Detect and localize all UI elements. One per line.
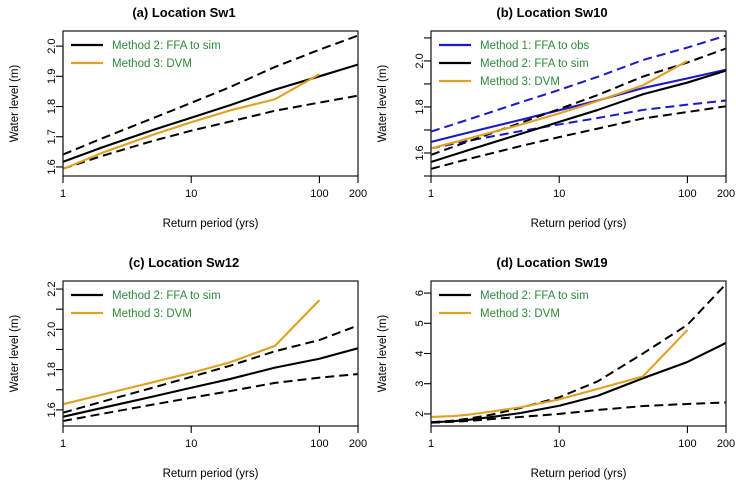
x-axis-title: Return period (yrs) <box>531 218 627 230</box>
panel-title: (d) Location Sw19 <box>496 255 607 270</box>
y-axis: 2 3 4 5 6 <box>414 290 432 417</box>
legend-label: Method 2: FFA to sim <box>112 40 221 52</box>
y-tick-label: 2 <box>414 411 426 417</box>
series-line <box>431 401 726 424</box>
y-axis-title: Water level (m) <box>377 315 389 393</box>
x-tick-label: 200 <box>717 438 735 450</box>
chart-panel-d: (d) Location Sw19 1 10 100 200 2 3 4 5 6 Return pe… <box>368 250 736 500</box>
chart-panel-a: (a) Location Sw1 1 10 100 200 1.6 1.7 1.8 1.9 2.0… <box>0 0 368 250</box>
legend: Method 2: FFA to sim Method 3: DVM <box>71 40 221 70</box>
series-group <box>63 34 358 170</box>
series-group <box>63 299 358 422</box>
legend-label: Method 2: FFA to sim <box>480 58 589 70</box>
x-axis-title: Return period (yrs) <box>163 468 259 480</box>
y-tick-label: 1.7 <box>46 129 58 144</box>
series-line <box>431 105 726 170</box>
x-axis: 1 10 100 200 <box>60 175 367 200</box>
x-axis: 1 10 100 200 <box>428 425 735 450</box>
x-tick-label: 100 <box>678 438 696 450</box>
panel-title: (a) Location Sw1 <box>132 5 235 20</box>
x-tick-label: 10 <box>185 188 197 200</box>
y-tick-label: 2.0 <box>46 322 58 337</box>
series-line <box>431 329 689 418</box>
legend-label: Method 2: FFA to sim <box>112 290 221 302</box>
series-line <box>63 299 321 406</box>
series-line <box>63 73 320 170</box>
y-tick-label: 3 <box>414 381 426 387</box>
y-tick-label: 1.8 <box>46 99 58 114</box>
legend-label: Method 3: DVM <box>480 308 560 320</box>
y-axis: 1.6 1.7 1.8 1.9 2.0 <box>46 38 64 175</box>
x-tick-label: 10 <box>553 438 565 450</box>
panel-title: (c) Location Sw12 <box>129 255 240 270</box>
x-tick-label: 200 <box>717 188 735 200</box>
legend-label: Method 3: DVM <box>112 58 192 70</box>
y-axis-title: Water level (m) <box>9 315 21 393</box>
y-tick-label: 6 <box>414 290 426 296</box>
series-line <box>431 47 726 156</box>
plot-frame <box>62 280 359 427</box>
series-line <box>63 34 358 156</box>
y-tick-label: 1.8 <box>414 99 426 114</box>
x-tick-label: 100 <box>310 188 328 200</box>
y-axis-title: Water level (m) <box>9 65 21 143</box>
series-group <box>431 283 726 424</box>
x-tick-label: 10 <box>553 188 565 200</box>
legend: Method 1: FFA to obs Method 2: FFA to sim… <box>439 40 590 88</box>
y-tick-label: 1.6 <box>46 402 58 417</box>
y-tick-label: 1.6 <box>46 159 58 174</box>
panel-title: (b) Location Sw10 <box>496 5 607 20</box>
y-tick-label: 1.8 <box>46 362 58 377</box>
legend: Method 2: FFA to sim Method 3: DVM <box>71 290 221 320</box>
series-line <box>431 283 726 424</box>
x-axis: 1 10 100 200 <box>428 175 735 200</box>
series-line <box>63 347 358 418</box>
y-tick-label: 2.0 <box>46 38 58 53</box>
x-tick-label: 100 <box>310 438 328 450</box>
series-line <box>63 373 358 422</box>
series-line <box>431 69 726 163</box>
plot-frame <box>430 280 727 427</box>
series-line <box>431 59 688 150</box>
x-axis-title: Return period (yrs) <box>531 468 627 480</box>
y-axis: 1.6 1.8 2.0 <box>414 37 432 177</box>
y-tick-label: 2.0 <box>414 53 426 68</box>
x-tick-label: 100 <box>678 188 696 200</box>
y-tick-label: 2.2 <box>46 281 58 296</box>
series-line <box>431 68 726 143</box>
x-tick-label: 1 <box>60 188 66 200</box>
y-tick-label: 1.9 <box>46 69 58 84</box>
plot-frame <box>430 30 727 177</box>
x-tick-label: 1 <box>428 188 434 200</box>
y-tick-label: 1.6 <box>414 145 426 160</box>
chart-panel-b: (b) Location Sw10 1 10 100 200 1.6 1.8 2.0 Retur… <box>368 0 736 250</box>
x-axis-title: Return period (yrs) <box>163 218 259 230</box>
legend-label: Method 2: FFA to sim <box>480 290 589 302</box>
y-tick-label: 5 <box>414 320 426 326</box>
legend: Method 2: FFA to sim Method 3: DVM <box>439 290 589 320</box>
legend-label: Method 3: DVM <box>112 308 192 320</box>
y-axis-title: Water level (m) <box>377 65 389 143</box>
series-line <box>63 63 358 163</box>
series-group <box>431 34 726 170</box>
y-tick-label: 4 <box>414 350 426 356</box>
series-line <box>431 34 726 133</box>
legend-label: Method 1: FFA to obs <box>480 40 590 52</box>
x-tick-label: 1 <box>428 438 434 450</box>
series-line <box>431 342 726 424</box>
y-axis: 1.6 1.8 2.0 2.2 <box>46 281 64 418</box>
x-axis: 1 10 100 200 <box>60 425 367 450</box>
series-line <box>63 94 358 170</box>
x-tick-label: 1 <box>60 438 66 450</box>
legend-label: Method 3: DVM <box>480 76 560 88</box>
x-tick-label: 200 <box>349 438 367 450</box>
x-tick-label: 10 <box>185 438 197 450</box>
chart-panel-c: (c) Location Sw12 1 10 100 200 1.6 1.8 2.0 2.2 Re… <box>0 250 368 500</box>
series-line <box>63 324 358 414</box>
x-tick-label: 200 <box>349 188 367 200</box>
